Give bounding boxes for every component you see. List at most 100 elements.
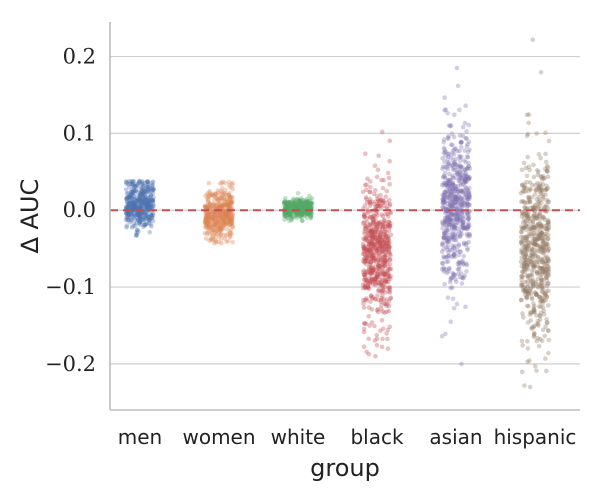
data-point <box>458 154 464 160</box>
data-point <box>521 288 526 293</box>
data-point <box>146 196 151 201</box>
data-point <box>457 260 462 265</box>
data-point <box>309 211 314 217</box>
data-point <box>461 216 467 221</box>
data-point <box>129 189 134 195</box>
data-point <box>370 240 375 246</box>
data-point <box>144 204 150 209</box>
data-point <box>446 151 452 157</box>
data-point <box>217 217 223 223</box>
data-point <box>385 336 390 342</box>
data-point <box>361 244 367 250</box>
data-point <box>519 214 525 219</box>
data-point <box>218 213 223 219</box>
data-point <box>535 233 540 238</box>
data-point <box>220 203 226 209</box>
data-point <box>522 287 528 293</box>
data-point <box>543 267 548 273</box>
data-point <box>456 252 462 258</box>
data-point <box>441 140 447 145</box>
data-point <box>451 148 456 153</box>
data-point <box>143 201 148 207</box>
data-point <box>527 256 533 262</box>
data-point <box>368 251 373 257</box>
data-point <box>218 226 223 232</box>
data-point <box>203 236 209 241</box>
data-point <box>522 244 527 250</box>
data-point <box>285 200 290 206</box>
data-point <box>532 225 537 231</box>
data-point <box>369 320 375 325</box>
data-point <box>385 170 391 176</box>
data-point <box>230 199 235 204</box>
data-point <box>213 216 218 222</box>
data-point <box>379 290 385 295</box>
data-point <box>388 253 393 258</box>
data-point <box>308 214 314 219</box>
data-point <box>206 193 212 198</box>
data-point <box>125 190 131 196</box>
data-point <box>361 268 367 273</box>
data-point <box>218 215 224 220</box>
data-point <box>535 168 540 173</box>
data-point <box>384 297 390 302</box>
data-point <box>533 279 539 285</box>
data-point <box>294 203 300 208</box>
data-point <box>134 187 139 193</box>
data-point <box>379 303 384 308</box>
data-point <box>213 221 218 226</box>
data-point <box>150 197 156 203</box>
data-point <box>136 199 141 205</box>
data-point <box>442 180 448 186</box>
data-point <box>451 160 457 166</box>
data-point <box>363 270 369 275</box>
data-point <box>217 205 222 211</box>
data-point <box>361 211 367 217</box>
data-point <box>222 198 227 203</box>
data-point <box>142 192 148 198</box>
data-point <box>142 204 148 210</box>
data-point <box>443 208 448 214</box>
data-point <box>364 219 370 225</box>
data-point <box>361 247 367 252</box>
data-point <box>297 210 302 216</box>
data-point <box>378 193 383 198</box>
data-point <box>542 291 547 296</box>
data-point <box>363 223 369 229</box>
data-point <box>136 210 141 216</box>
data-point <box>534 223 540 228</box>
data-point <box>457 162 462 168</box>
data-point <box>145 185 151 190</box>
data-point <box>364 279 370 285</box>
data-point <box>543 258 548 264</box>
data-point <box>291 197 297 203</box>
data-point <box>203 224 208 229</box>
data-point <box>217 205 222 211</box>
data-point <box>220 217 225 222</box>
data-point <box>444 225 450 231</box>
data-point <box>125 205 131 210</box>
data-point <box>518 259 524 265</box>
data-point <box>132 197 137 202</box>
data-point <box>228 194 233 200</box>
data-point <box>372 296 378 302</box>
data-point <box>292 202 298 208</box>
data-point <box>450 296 456 302</box>
data-point <box>448 193 453 198</box>
data-point <box>532 309 538 314</box>
data-point <box>370 235 375 240</box>
data-point <box>523 185 529 191</box>
data-point <box>526 243 531 248</box>
data-point <box>286 199 292 205</box>
data-point <box>380 326 386 332</box>
data-point <box>375 222 380 227</box>
data-point <box>289 215 295 220</box>
data-point <box>462 172 468 178</box>
data-point <box>286 209 292 215</box>
data-point <box>445 136 451 142</box>
data-point <box>534 215 539 220</box>
data-point <box>379 250 385 255</box>
data-point <box>223 192 228 197</box>
data-point <box>295 210 300 215</box>
data-point <box>386 219 391 225</box>
